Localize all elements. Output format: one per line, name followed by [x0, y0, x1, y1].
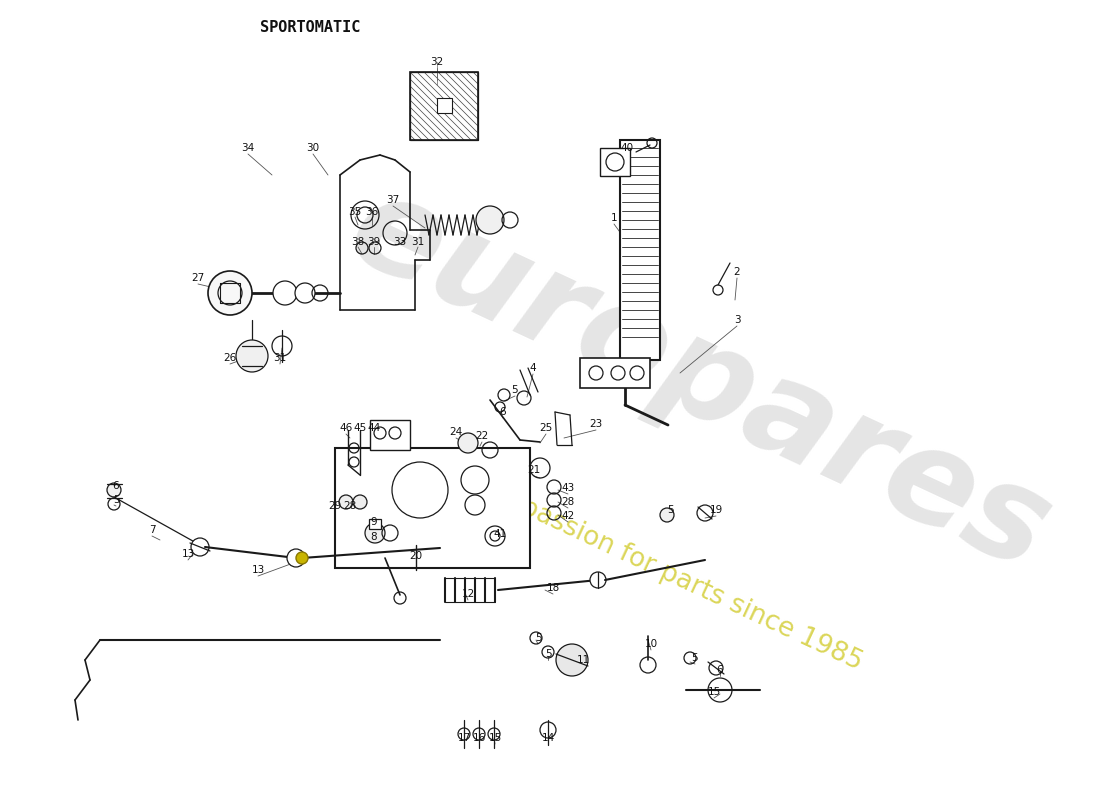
Text: 32: 32 — [430, 57, 443, 67]
Circle shape — [107, 483, 121, 497]
Circle shape — [236, 340, 268, 372]
Text: 35: 35 — [349, 207, 362, 217]
Text: 15: 15 — [488, 733, 502, 743]
Text: 31: 31 — [411, 237, 425, 247]
Circle shape — [606, 153, 624, 171]
Text: a passion for parts since 1985: a passion for parts since 1985 — [494, 484, 866, 676]
Text: 23: 23 — [590, 419, 603, 429]
Text: 24: 24 — [450, 427, 463, 437]
Text: 9: 9 — [371, 517, 377, 527]
Circle shape — [273, 281, 297, 305]
Circle shape — [556, 644, 588, 676]
Text: 13: 13 — [252, 565, 265, 575]
Circle shape — [339, 495, 353, 509]
Text: 16: 16 — [472, 733, 485, 743]
Text: 3: 3 — [734, 315, 740, 325]
Circle shape — [191, 538, 209, 556]
Text: 41: 41 — [494, 529, 507, 539]
Circle shape — [660, 508, 674, 522]
Text: 5: 5 — [668, 505, 674, 515]
Circle shape — [287, 549, 305, 567]
Text: 27: 27 — [191, 273, 205, 283]
Text: 42: 42 — [561, 511, 574, 521]
Bar — [410, 72, 478, 140]
Text: 46: 46 — [340, 423, 353, 433]
Circle shape — [365, 523, 385, 543]
Bar — [620, 140, 660, 360]
Text: 14: 14 — [541, 733, 554, 743]
Text: 44: 44 — [367, 423, 381, 433]
Circle shape — [590, 572, 606, 588]
Text: 20: 20 — [409, 551, 422, 561]
Text: 37: 37 — [386, 195, 399, 205]
Text: 5: 5 — [512, 385, 518, 395]
Text: 33: 33 — [394, 237, 407, 247]
Text: 30: 30 — [307, 143, 320, 153]
Bar — [600, 148, 630, 176]
Text: 36: 36 — [365, 207, 378, 217]
Text: 1: 1 — [610, 213, 617, 223]
Text: 17: 17 — [458, 733, 471, 743]
Text: 6: 6 — [717, 665, 724, 675]
Text: 5: 5 — [692, 653, 698, 663]
Text: 43: 43 — [561, 483, 574, 493]
Text: 40: 40 — [620, 143, 634, 153]
Text: 13: 13 — [182, 549, 195, 559]
Text: 25: 25 — [539, 423, 552, 433]
Text: 11: 11 — [576, 655, 590, 665]
Text: 12: 12 — [461, 589, 474, 599]
Text: 4: 4 — [530, 363, 537, 373]
Text: 18: 18 — [547, 583, 560, 593]
Text: 10: 10 — [645, 639, 658, 649]
Bar — [336, 448, 530, 568]
Text: 5: 5 — [544, 649, 551, 659]
Text: 5: 5 — [112, 495, 119, 505]
Text: 8: 8 — [371, 532, 377, 542]
Text: 31: 31 — [274, 353, 287, 363]
Text: 29: 29 — [329, 501, 342, 511]
Text: 39: 39 — [367, 237, 381, 247]
Text: 28: 28 — [343, 501, 356, 511]
Text: 38: 38 — [351, 237, 364, 247]
Text: 7: 7 — [148, 525, 155, 535]
Text: 34: 34 — [241, 143, 254, 153]
Text: europares: europares — [330, 162, 1069, 598]
Bar — [580, 358, 650, 388]
Text: 6: 6 — [499, 407, 506, 417]
Circle shape — [476, 206, 504, 234]
Text: 22: 22 — [475, 431, 488, 441]
Text: 45: 45 — [353, 423, 366, 433]
Text: 19: 19 — [710, 505, 723, 515]
Circle shape — [208, 271, 252, 315]
Circle shape — [353, 495, 367, 509]
Text: 28: 28 — [561, 497, 574, 507]
Text: SPORTOMATIC: SPORTOMATIC — [260, 21, 360, 35]
Text: 6: 6 — [112, 481, 119, 491]
Circle shape — [296, 552, 308, 564]
Text: 15: 15 — [707, 687, 721, 697]
Text: 26: 26 — [223, 353, 236, 363]
Bar — [437, 98, 452, 113]
Bar — [368, 519, 381, 529]
Circle shape — [295, 283, 315, 303]
Text: 2: 2 — [734, 267, 740, 277]
Bar — [370, 420, 410, 450]
Bar — [410, 72, 478, 140]
Circle shape — [458, 433, 478, 453]
Text: 21: 21 — [527, 465, 540, 475]
Text: 5: 5 — [535, 633, 541, 643]
